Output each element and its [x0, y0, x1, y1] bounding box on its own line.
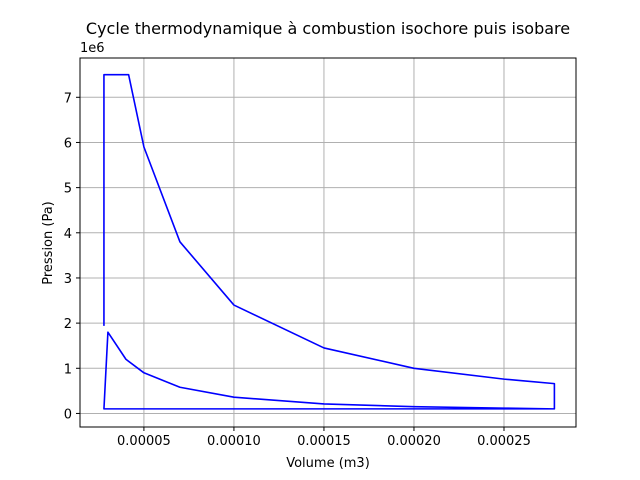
y-offset-label: 1e6: [80, 41, 105, 56]
series-layer: [103, 73, 556, 410]
y-tick-label: 7: [64, 91, 72, 106]
y-tick-label: 3: [64, 272, 72, 287]
x-tick-label: 0.00025: [477, 434, 531, 449]
x-tick-label: 0.00015: [297, 434, 351, 449]
y-axis-label: Pression (Pa): [41, 201, 56, 285]
x-tick-label: 0.00010: [207, 434, 261, 449]
x-axis-label: Volume (m3): [286, 456, 370, 471]
y-tick-label: 4: [64, 227, 72, 242]
y-tick-label: 6: [64, 136, 72, 151]
chart-title: Cycle thermodynamique à combustion isoch…: [86, 19, 570, 38]
y-tick-label: 1: [64, 362, 72, 377]
axis-layer: 0.00005 0.00010 0.00015 0.00020 0.00025 0 1 2 3 4…: [64, 91, 531, 449]
y-tick-label: 2: [64, 317, 72, 332]
series-line-cycle: [103, 73, 556, 410]
y-tick-label: 0: [64, 407, 72, 422]
plot-frame: [79, 57, 577, 428]
x-tick-label: 0.00020: [387, 434, 441, 449]
x-tick-label: 0.00005: [117, 434, 171, 449]
y-tick-label: 5: [64, 182, 72, 197]
grid-lines: [80, 58, 576, 427]
